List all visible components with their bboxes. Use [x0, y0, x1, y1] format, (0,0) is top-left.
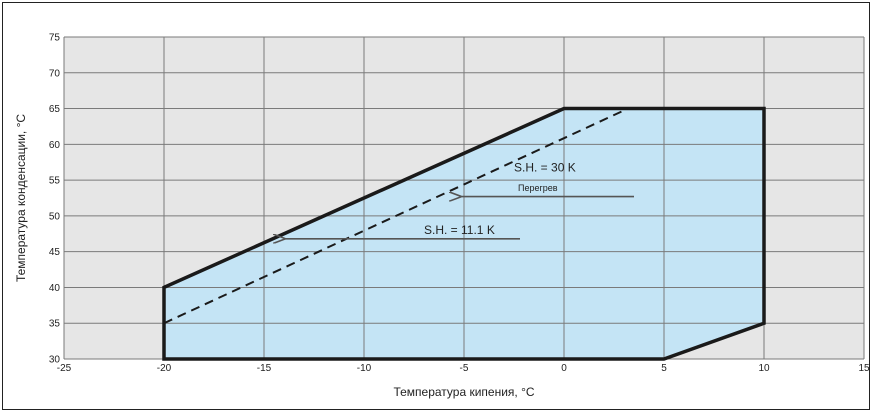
annotation-label: S.H. = 30 K — [514, 161, 576, 175]
envelope-boundary — [162, 106, 766, 361]
x-tick-label: -20 — [157, 363, 172, 374]
annotation-label: Перегрев — [518, 183, 558, 193]
y-tick-label: 70 — [49, 68, 61, 79]
y-tick-label: 35 — [49, 319, 61, 330]
y-tick-label: 60 — [49, 140, 61, 151]
x-tick-label: 5 — [661, 363, 667, 374]
y-tick-label: 50 — [49, 211, 61, 222]
y-tick-label: 40 — [49, 283, 61, 294]
x-axis-label: Температура кипения, °C — [393, 385, 534, 399]
x-tick-label: -15 — [257, 363, 272, 374]
annotation-label: S.H. = 11.1 K — [424, 223, 495, 237]
y-tick-label: 75 — [49, 33, 61, 44]
x-tick-label: -10 — [357, 363, 372, 374]
y-tick-label: 45 — [49, 247, 61, 258]
y-tick-label: 55 — [49, 176, 61, 187]
x-tick-label: 15 — [858, 363, 870, 374]
x-tick-label: -5 — [460, 363, 469, 374]
y-tick-label: 65 — [49, 104, 61, 115]
chart-frame — [2, 2, 870, 410]
superheat-30k-line — [163, 107, 629, 325]
x-tick-label: 10 — [758, 363, 770, 374]
x-tick-label: -25 — [57, 363, 72, 374]
x-tick-label: 0 — [561, 363, 567, 374]
y-tick-label: 30 — [49, 355, 61, 366]
y-axis-label: Температура конденсации, °C — [14, 114, 28, 282]
